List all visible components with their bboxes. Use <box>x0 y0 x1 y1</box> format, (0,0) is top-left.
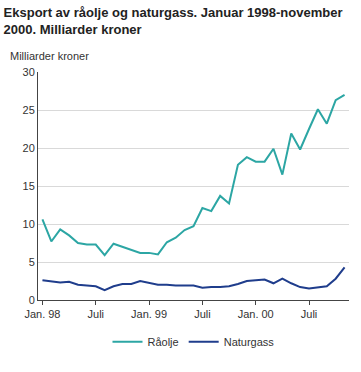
svg-text:Juli: Juli <box>88 308 105 320</box>
svg-text:Råolje: Råolje <box>148 336 179 348</box>
svg-text:25: 25 <box>23 104 35 116</box>
svg-text:20: 20 <box>23 142 35 154</box>
svg-text:Jan. 00: Jan. 00 <box>238 308 274 320</box>
svg-text:Milliarder kroner: Milliarder kroner <box>10 50 89 62</box>
svg-text:Juli: Juli <box>194 308 211 320</box>
svg-text:Juli: Juli <box>301 308 318 320</box>
svg-text:Jan. 98: Jan. 98 <box>24 308 60 320</box>
svg-text:30: 30 <box>23 66 35 78</box>
svg-text:15: 15 <box>23 180 35 192</box>
svg-text:10: 10 <box>23 218 35 230</box>
svg-text:Naturgass: Naturgass <box>224 336 275 348</box>
svg-text:Eksport av råolje og naturgass: Eksport av råolje og naturgass. Januar 1… <box>4 5 343 37</box>
svg-text:0: 0 <box>29 294 35 306</box>
svg-text:5: 5 <box>29 256 35 268</box>
svg-text:Jan. 99: Jan. 99 <box>131 308 167 320</box>
